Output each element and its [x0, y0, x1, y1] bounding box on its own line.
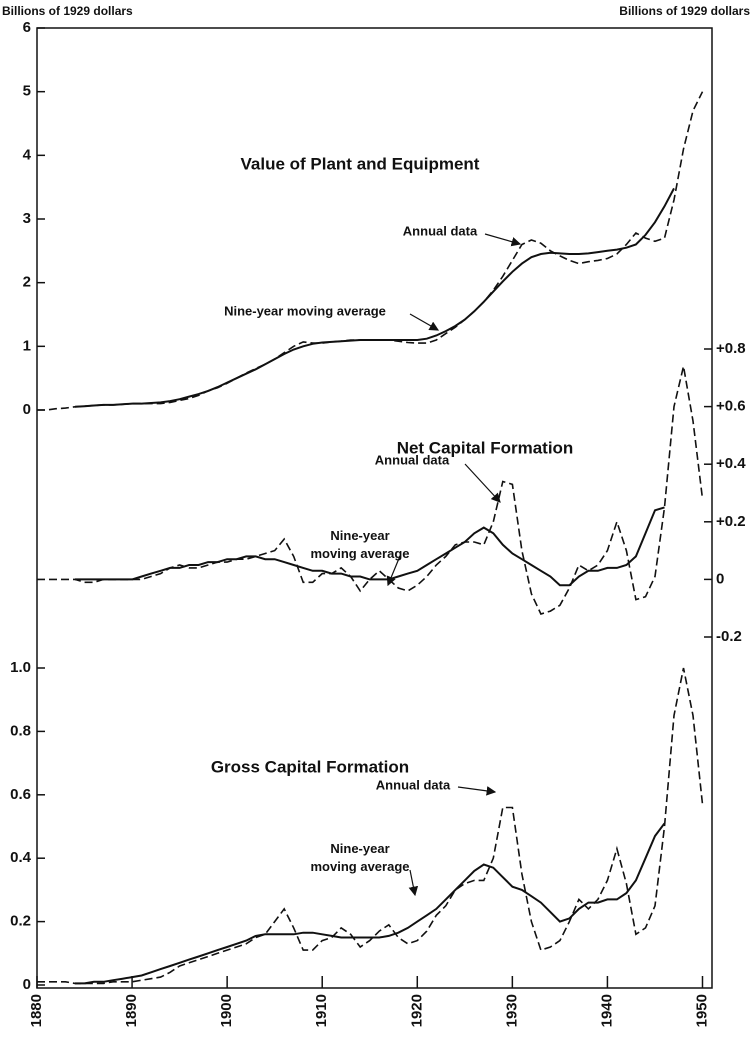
y-tick-label: 0.4 [10, 849, 32, 866]
y-tick-label: 2 [23, 274, 31, 291]
series-label-line: moving average [311, 546, 410, 561]
x-tick-label: 1910 [313, 994, 330, 1027]
y-tick-label: 5 [23, 83, 31, 100]
y-tick-label: 6 [23, 19, 31, 36]
series-label-line: Nine-year [330, 528, 389, 543]
y-tick-label: 4 [23, 146, 32, 163]
annual-line [37, 366, 704, 615]
moving-average-line [74, 187, 675, 408]
x-tick-label: 1950 [693, 994, 710, 1027]
y-axis-label: Billions of 1929 dollars [2, 4, 133, 18]
annual-line [37, 667, 704, 985]
x-tick-label: 1940 [598, 994, 615, 1027]
y-tick-label: 0.6 [10, 786, 31, 803]
y-tick-label: 3 [23, 210, 31, 227]
y-tick-label: +0.8 [716, 340, 746, 357]
y-tick-label: 0 [23, 401, 31, 418]
annotation-arrow [457, 786, 497, 796]
moving-average-line [75, 506, 665, 587]
chart-title: Gross Capital Formation [211, 757, 409, 776]
series-label-line: Nine-year [330, 841, 389, 856]
annotation-arrow [464, 463, 501, 503]
series-label: Annual data [375, 452, 450, 467]
x-tick-label: 1880 [28, 994, 45, 1027]
series-label: Nine-year moving average [224, 303, 386, 318]
y-tick-label: 0.8 [10, 722, 31, 739]
series-label: Nine-year moving average [311, 528, 410, 561]
series-label: Annual data [376, 777, 451, 792]
annotation-arrow [484, 233, 522, 247]
series-label-line: moving average [311, 859, 410, 874]
y-tick-label: +0.6 [716, 398, 746, 415]
annotation-arrow [386, 555, 401, 587]
y-tick-label: +0.4 [716, 455, 746, 472]
y-tick-label: +0.2 [716, 513, 746, 530]
x-tick-label: 1920 [408, 994, 425, 1027]
y2-axis-label: Billions of 1929 dollars [619, 4, 750, 18]
y-tick-label: 0 [23, 976, 31, 993]
y-tick-label: -0.2 [716, 628, 742, 645]
frame [36, 27, 713, 989]
annotation-arrow [409, 313, 440, 331]
x-tick-label: 1900 [218, 994, 235, 1027]
series-label: Annual data [403, 223, 478, 238]
y-tick-label: 0 [716, 570, 724, 587]
chart-title: Net Capital Formation [397, 438, 574, 457]
chart-title: Value of Plant and Equipment [241, 154, 480, 173]
y-tick-label: 1 [23, 337, 31, 354]
annotation-arrow [408, 869, 419, 897]
y-tick-label: 0.2 [10, 913, 31, 930]
series-label: Nine-year moving average [311, 841, 410, 874]
x-tick-label: 1890 [123, 994, 140, 1027]
x-tick-label: 1930 [503, 994, 520, 1027]
y-tick-label: 1.0 [10, 659, 31, 676]
moving-average-line [75, 822, 666, 985]
